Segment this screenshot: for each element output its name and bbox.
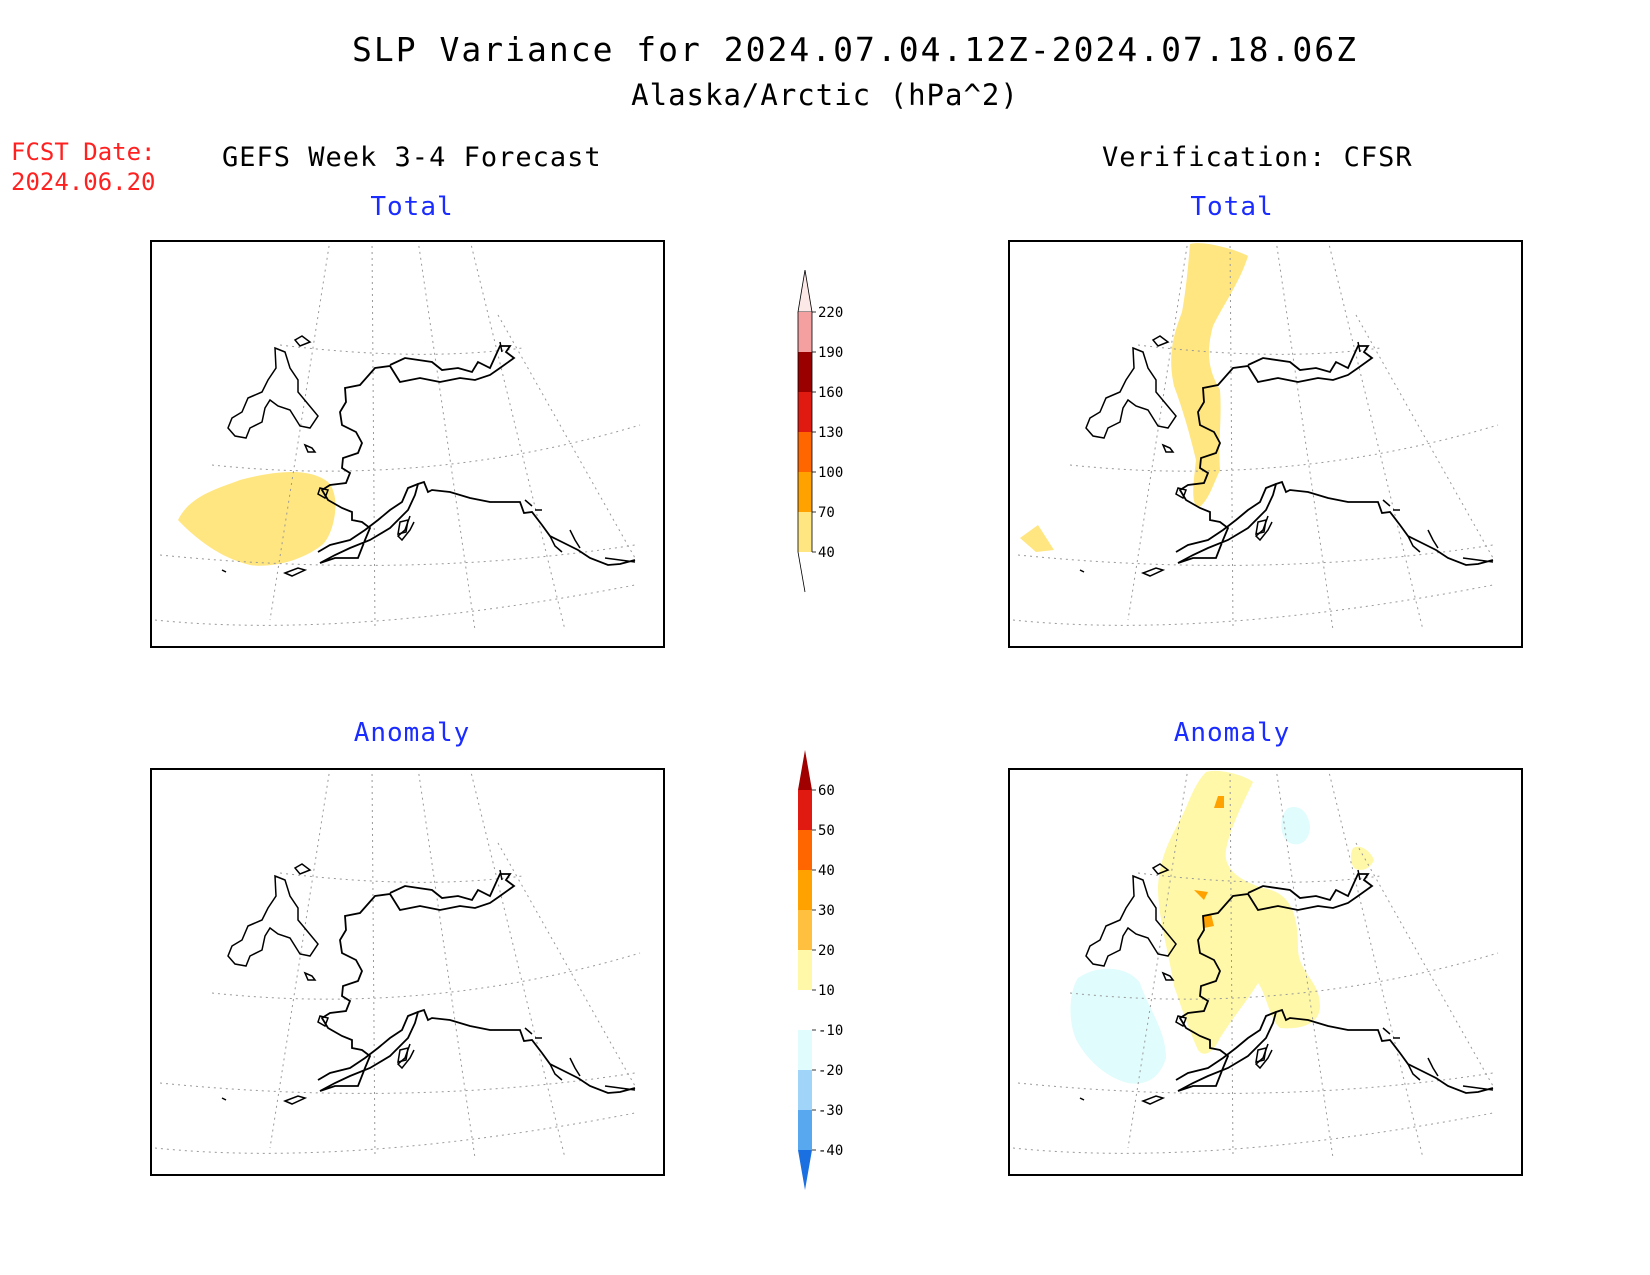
colorbar-total-label: 100 bbox=[818, 465, 843, 481]
colorbar-total-label: 220 bbox=[818, 305, 843, 321]
colorbar-anomaly-label: 10 bbox=[818, 983, 835, 999]
colorbar-total-label: 70 bbox=[818, 505, 835, 521]
colorbar-total-swatch bbox=[798, 392, 812, 432]
verification-total-variance-region-corner bbox=[1020, 525, 1054, 552]
verification-column-title: Verification: CFSR bbox=[1102, 142, 1413, 173]
colorbar-anomaly-swatch bbox=[798, 990, 812, 1030]
verification-anomaly-spot-1 bbox=[1214, 796, 1224, 808]
verification-anomaly-spot-3 bbox=[1204, 914, 1214, 928]
colorbar-total-swatch bbox=[798, 512, 812, 552]
colorbar-anomaly-label: -20 bbox=[818, 1063, 843, 1079]
colorbar-anomaly-swatch bbox=[798, 1070, 812, 1110]
verification-anomaly-map bbox=[1008, 768, 1523, 1176]
colorbar-anomaly-swatch bbox=[798, 1030, 812, 1070]
forecast-column-title: GEFS Week 3-4 Forecast bbox=[222, 142, 602, 173]
colorbar-anomaly-swatch bbox=[798, 910, 812, 950]
verification-anomaly-negative-region-west bbox=[1070, 968, 1166, 1084]
colorbar-anomaly-label: 50 bbox=[818, 823, 835, 839]
colorbar-total-swatch bbox=[798, 352, 812, 392]
forecast-total-map bbox=[150, 240, 665, 648]
verification-anomaly-spot-2 bbox=[1194, 890, 1208, 900]
colorbar-total-top-arrow bbox=[797, 270, 813, 313]
colorbar-anomaly-label: 20 bbox=[818, 943, 835, 959]
figure-subtitle: Alaska/Arctic (hPa^2) bbox=[631, 78, 1019, 112]
colorbar-total-swatch bbox=[798, 312, 812, 352]
colorbar-total: 220 190 160 130 100 70 40 bbox=[797, 270, 843, 593]
verification-total-title: Total bbox=[1190, 192, 1274, 222]
figure-title: SLP Variance for 2024.07.04.12Z-2024.07.… bbox=[352, 30, 1358, 69]
colorbar-total-label: 130 bbox=[818, 425, 843, 441]
colorbar-anomaly-label: -30 bbox=[818, 1103, 843, 1119]
colorbar-anomaly-swatch bbox=[798, 950, 812, 990]
forecast-anomaly-title: Anomaly bbox=[353, 718, 471, 748]
verification-anomaly-title: Anomaly bbox=[1173, 718, 1291, 748]
verification-total-variance-region-strip bbox=[1171, 243, 1248, 508]
colorbar-anomaly-label: 40 bbox=[818, 863, 835, 879]
colorbar-total-swatch bbox=[798, 472, 812, 512]
colorbar-total-label: 40 bbox=[818, 545, 835, 561]
fcst-date-value: 2024.06.20 bbox=[11, 168, 156, 196]
colorbar-total-label: 190 bbox=[818, 345, 843, 361]
colorbar-anomaly-swatch bbox=[798, 1110, 812, 1150]
forecast-total-title: Total bbox=[370, 192, 454, 222]
colorbar-anomaly-label: 30 bbox=[818, 903, 835, 919]
forecast-total-variance-region bbox=[178, 471, 336, 566]
verification-total-map bbox=[1008, 240, 1523, 648]
colorbar-anomaly-label: 60 bbox=[818, 783, 835, 799]
verification-anomaly-positive-region bbox=[1158, 770, 1320, 1054]
verification-anomaly-negative-region-north bbox=[1281, 806, 1310, 845]
colorbar-anomaly-bottom-arrow bbox=[798, 1150, 812, 1190]
fcst-date-label: FCST Date: bbox=[11, 138, 156, 166]
colorbar-total-label: 160 bbox=[818, 385, 843, 401]
colorbar-total-swatch bbox=[798, 432, 812, 472]
colorbar-anomaly-label: -40 bbox=[818, 1143, 843, 1159]
colorbar-anomaly-swatch bbox=[798, 870, 812, 910]
verification-anomaly-positive-region-small bbox=[1350, 846, 1374, 870]
forecast-anomaly-map bbox=[150, 768, 665, 1176]
colorbar-anomaly-swatch bbox=[798, 790, 812, 830]
colorbar-anomaly-swatch bbox=[798, 830, 812, 870]
colorbar-anomaly: 60 50 40 30 20 10 -10 -20 -30 -40 bbox=[798, 750, 843, 1190]
colorbar-anomaly-label: -10 bbox=[818, 1023, 843, 1039]
colorbar-anomaly-top-arrow bbox=[798, 750, 812, 790]
